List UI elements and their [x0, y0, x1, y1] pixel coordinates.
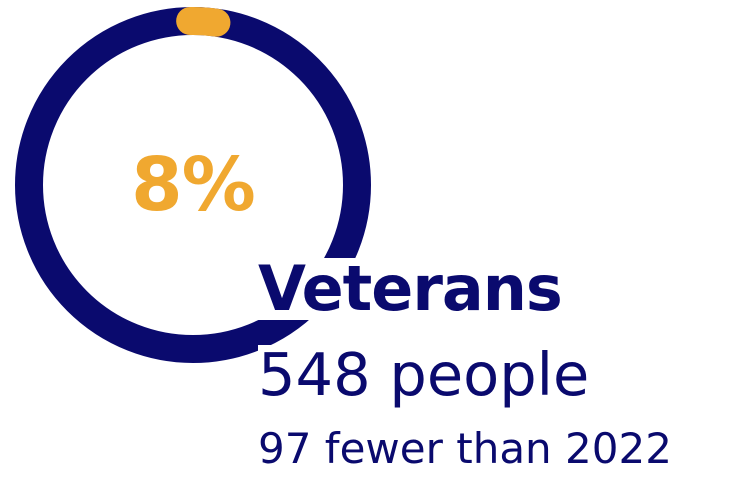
people-count: 548 people	[258, 340, 590, 409]
category-label: Veterans	[258, 258, 568, 320]
year-change: 97 fewer than 2022	[258, 424, 672, 473]
percent-label: 8%	[131, 142, 256, 228]
donut-progress-arc	[176, 7, 231, 37]
